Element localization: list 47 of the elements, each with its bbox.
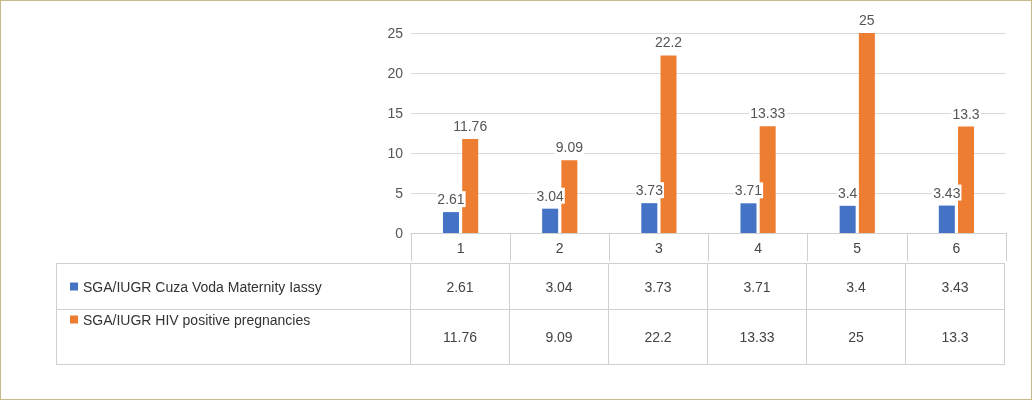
bar <box>740 203 757 233</box>
bar <box>641 203 658 233</box>
bar <box>938 205 955 233</box>
x-tick-label: 4 <box>754 240 763 256</box>
data-label: 13.33 <box>750 105 786 122</box>
y-tick-label: 0 <box>395 225 404 241</box>
data-label: 3.04 <box>536 187 564 204</box>
text: 11.76 <box>410 309 510 365</box>
text: 3.73 <box>608 263 708 310</box>
x-tick-label: 1 <box>456 240 465 256</box>
x-tick-label: 3 <box>655 240 664 256</box>
bar <box>442 212 459 233</box>
text: 13.3 <box>905 309 1005 365</box>
x-tick-label: 6 <box>952 240 961 256</box>
y-tick-label: 25 <box>387 25 404 41</box>
bar <box>958 126 975 233</box>
legend-label: SGA/IUGR Cuza Voda Maternity Iassy <box>83 278 322 295</box>
text: 22.2 <box>608 309 708 365</box>
bar <box>462 138 479 233</box>
data-label: 9.09 <box>555 139 584 156</box>
data-label: 3.43 <box>933 184 961 201</box>
bar <box>542 208 559 233</box>
x-tick-label: 5 <box>853 240 862 256</box>
text: 3.71 <box>707 263 807 310</box>
y-tick-label: 15 <box>387 105 404 121</box>
y-tick-label: 20 <box>387 65 404 81</box>
text: 25 <box>806 309 906 365</box>
data-label: 13.3 <box>952 105 980 122</box>
legend-label: SGA/IUGR HIV positive pregnancies <box>83 311 311 328</box>
text: 3.43 <box>905 263 1005 310</box>
y-tick-label: 5 <box>395 185 404 201</box>
bar <box>858 33 875 233</box>
text: 9.09 <box>509 309 609 365</box>
x-tick-label: 2 <box>555 240 564 256</box>
bar <box>839 205 856 233</box>
text: 13.33 <box>707 309 807 365</box>
y-tick-label: 10 <box>387 145 404 161</box>
text: 3.4 <box>806 263 906 310</box>
text: 2.61 <box>410 263 510 310</box>
data-label: 3.71 <box>734 182 763 199</box>
data-label: 25 <box>859 12 875 28</box>
text: 3.04 <box>509 263 609 310</box>
data-label: 2.61 <box>437 191 465 208</box>
data-label: 3.4 <box>837 184 858 201</box>
data-label: 11.76 <box>453 117 488 134</box>
data-label: 22.2 <box>654 34 683 51</box>
data-label: 3.73 <box>635 182 664 199</box>
